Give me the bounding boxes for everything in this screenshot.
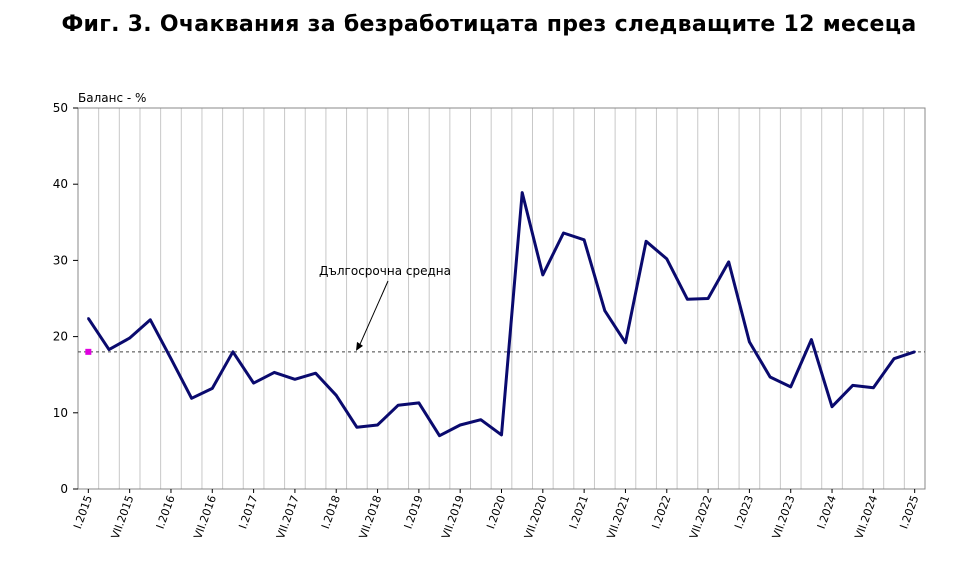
annotation-arrow [357, 280, 389, 350]
data-point [582, 238, 586, 242]
data-point [314, 371, 317, 375]
data-point [128, 336, 131, 340]
data-point [706, 297, 710, 300]
data-point [273, 371, 276, 374]
x-tick-label: VII.2016 [191, 494, 219, 541]
data-point [458, 423, 462, 427]
data-point [417, 401, 421, 405]
x-tick-label: I.2024 [815, 494, 839, 531]
data-point [211, 387, 214, 390]
data-point [644, 240, 648, 243]
y-tick-label: 50 [53, 101, 68, 115]
data-point [768, 375, 772, 379]
data-point [562, 231, 565, 235]
y-tick-label: 0 [60, 482, 68, 496]
data-point [87, 317, 90, 320]
data-point [355, 426, 359, 429]
y-tick-label: 20 [53, 330, 68, 344]
data-point [727, 260, 730, 264]
series-layer [87, 191, 916, 438]
x-tick-label: VII.2018 [357, 494, 385, 541]
x-tick-label: VII.2023 [770, 494, 798, 541]
tick-labels: 0 10 20 30 40 50 I.2015 VII.2015 I.2016 VII.2016 I… [53, 101, 922, 541]
data-point [830, 405, 834, 408]
data-point [231, 350, 235, 354]
data-point [107, 348, 111, 351]
data-point [438, 434, 441, 437]
data-point [500, 433, 503, 437]
x-tick-label: I.2022 [649, 494, 673, 531]
y-tick-label: 10 [53, 406, 68, 420]
data-point [872, 386, 875, 389]
x-tick-label: VII.2019 [439, 494, 467, 541]
data-point [686, 298, 689, 301]
data-point [293, 378, 297, 381]
x-tick-label: I.2018 [319, 494, 343, 531]
y-axis-label: Баланс - % [78, 91, 146, 105]
data-point [479, 418, 483, 421]
x-tick-label: VII.2020 [522, 494, 550, 541]
x-tick-label: I.2021 [567, 494, 591, 531]
data-point [190, 397, 193, 400]
x-tick-label: I.2016 [154, 494, 178, 531]
chart-title: Фиг. 3. Очаквания за безработицата през … [61, 12, 917, 37]
data-point [397, 403, 400, 407]
x-tick-label: I.2025 [897, 494, 921, 531]
x-tick-label: VII.2024 [852, 494, 880, 541]
long-term-average [78, 280, 925, 355]
x-tick-label: I.2023 [732, 494, 756, 531]
data-point [913, 350, 916, 354]
data-point [520, 191, 524, 194]
data-point [851, 384, 854, 387]
x-tick-label: VII.2017 [274, 494, 302, 541]
annotation-arrowhead [356, 341, 363, 351]
data-point [789, 385, 792, 389]
y-tick-label: 40 [53, 177, 68, 191]
y-tick-label: 30 [53, 253, 68, 267]
data-point [169, 357, 173, 360]
long-term-average-label: Дългосрочна средна [319, 264, 451, 278]
data-point [810, 338, 813, 341]
axes [73, 107, 926, 493]
data-point [252, 381, 255, 385]
data-point [376, 423, 379, 427]
x-tick-label: I.2019 [402, 494, 426, 531]
data-point [149, 318, 152, 322]
data-point [541, 273, 545, 277]
x-tick-label: I.2015 [71, 494, 95, 531]
x-tick-label: VII.2022 [687, 494, 715, 541]
long-term-average-marker [85, 348, 92, 355]
x-tick-label: VII.2015 [109, 494, 137, 541]
x-tick-label: I.2017 [236, 494, 260, 531]
series-line [87, 191, 916, 438]
x-tick-label: I.2020 [484, 494, 508, 531]
data-point [335, 394, 338, 397]
data-point [665, 257, 668, 261]
data-point [603, 309, 606, 312]
data-point [624, 341, 627, 344]
data-point [892, 357, 896, 360]
data-point [748, 340, 751, 344]
x-tick-label: VII.2021 [604, 494, 632, 541]
